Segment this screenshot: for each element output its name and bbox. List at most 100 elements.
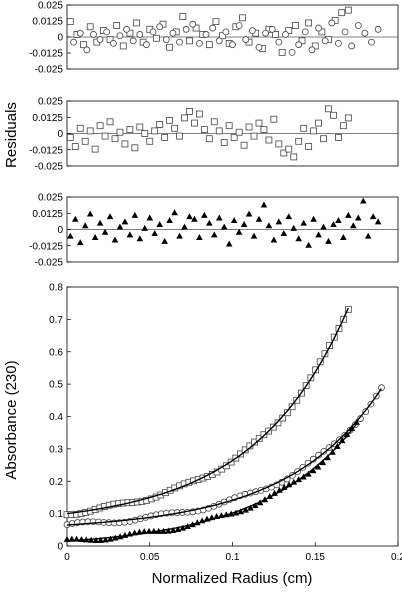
residuals-top-point: [179, 13, 187, 20]
residuals-middle-point: [225, 122, 233, 130]
residuals-middle-point: [295, 137, 303, 145]
residuals-top-point: [70, 38, 78, 46]
residuals-middle-point: [310, 127, 317, 135]
absorbance-triangle-point: [102, 536, 109, 543]
residuals-bottom-point: [275, 218, 283, 225]
residuals-middle-ytick-label: 0.0125: [32, 113, 63, 124]
residuals-bottom-point: [71, 215, 79, 222]
residuals-bottom-point: [265, 222, 273, 229]
residuals-bottom-point: [270, 236, 278, 243]
residuals-bottom-panel: 0.025 0.0125 0 -0.0125 -0.025: [29, 193, 399, 269]
residuals-middle-point: [250, 132, 258, 140]
residuals-bottom-point: [295, 235, 302, 242]
residuals-top-point: [239, 14, 246, 22]
absorbance-triangle-point: [319, 459, 327, 466]
residuals-middle-ytick-label: 0.025: [38, 97, 63, 108]
x-tick-label: 0: [64, 552, 70, 563]
residuals-middle-point: [116, 128, 124, 136]
absorbance-ytick-label: 0.6: [49, 347, 63, 358]
residuals-top-point: [311, 42, 319, 50]
absorbance-triangle-point: [107, 535, 114, 542]
residuals-top-point: [272, 31, 279, 38]
residuals-bottom-point: [300, 219, 307, 226]
residuals-bottom-point: [280, 230, 288, 237]
absorbance-ytick-label: 0.2: [49, 477, 63, 488]
residuals-middle-point: [166, 117, 174, 124]
residuals-top-point: [189, 20, 197, 28]
residuals-top-point: [295, 41, 303, 49]
residuals-top-panel: 0.025 0.0125 0 -0.0125 -0.025: [29, 1, 399, 76]
residuals-top-point: [222, 28, 230, 36]
residuals-top-ytick-label: 0.0125: [32, 17, 63, 28]
residuals-middle-point: [181, 114, 188, 122]
absorbance-triangle-point: [251, 502, 259, 509]
residuals-middle-point: [210, 118, 218, 126]
residuals-top-point: [321, 37, 329, 45]
absorbance-ytick-label: 0: [57, 542, 63, 553]
absorbance-square-fit-line: [66, 307, 349, 515]
absorbance-square-point: [312, 366, 319, 374]
residuals-top-point: [219, 32, 226, 40]
residuals-top-point: [152, 34, 160, 42]
residuals-bottom-point: [151, 230, 159, 237]
residuals-top-point: [335, 40, 342, 47]
absorbance-circle-point: [357, 415, 364, 422]
residuals-bottom-point: [96, 219, 104, 226]
residuals-middle-point: [106, 118, 114, 126]
residuals-middle-point: [151, 127, 159, 135]
residuals-top-point: [192, 24, 200, 32]
residuals-bottom-point: [111, 236, 119, 243]
residuals-bottom-point: [176, 232, 183, 239]
residuals-top-point: [123, 25, 130, 33]
residuals-middle-point: [96, 122, 104, 130]
residuals-middle-point: [171, 124, 178, 132]
residuals-top-point: [126, 29, 134, 37]
absorbance-axis-title: Absorbance (230): [3, 360, 20, 479]
residuals-bottom-point: [335, 217, 342, 224]
residuals-bottom-point: [181, 223, 188, 230]
residuals-middle-point: [300, 124, 308, 132]
residuals-bottom-point: [156, 221, 163, 227]
residuals-top-point: [282, 31, 289, 38]
residuals-middle-point: [280, 149, 288, 157]
residuals-middle-point: [240, 141, 248, 149]
residuals-top-point: [288, 48, 296, 56]
absorbance-triangle-point: [247, 504, 254, 511]
residuals-top-point: [169, 29, 177, 37]
residuals-middle-point: [86, 127, 94, 135]
residuals-top-point: [268, 25, 276, 33]
residuals-middle-point: [270, 115, 278, 123]
residuals-top-point: [354, 22, 362, 29]
residuals-bottom-point: [215, 214, 223, 221]
residuals-bottom-point: [325, 237, 332, 244]
residuals-middle-point: [131, 144, 139, 152]
residuals-middle-point: [146, 137, 154, 145]
residuals-bottom-point: [76, 239, 84, 246]
residuals-top-point: [328, 19, 336, 27]
residuals-top-point: [202, 31, 210, 38]
residuals-top-point: [76, 29, 84, 37]
residuals-top-point: [83, 46, 91, 54]
residuals-bottom-point: [166, 217, 173, 224]
absorbance-square-point: [288, 403, 296, 411]
residuals-top-point: [66, 18, 74, 26]
residuals-middle-point: [290, 153, 298, 161]
residuals-bottom-point: [310, 215, 317, 222]
residuals-top-point: [278, 48, 286, 56]
residuals-middle-point: [126, 126, 134, 133]
absorbance-circle-fit-line: [66, 388, 382, 526]
residuals-bottom-point: [285, 213, 293, 220]
residuals-top-point: [348, 42, 356, 50]
residuals-bottom-point: [330, 221, 337, 227]
residuals-top-point: [291, 22, 299, 29]
panels-group: 0.025 0.0125 0 -0.0125 -0.025 0.025 0.0125 0 -0.…: [29, 1, 402, 564]
residuals-top-point: [308, 46, 316, 54]
residuals-middle-panel: 0.025 0.0125 0 -0.0125 -0.025: [29, 97, 399, 173]
residuals-bottom-point: [230, 217, 238, 224]
residuals-middle-point: [141, 130, 149, 137]
residuals-top-point: [285, 27, 293, 35]
residuals-top-point: [106, 36, 114, 43]
residuals-middle-point: [260, 126, 268, 133]
residuals-middle-point: [339, 122, 347, 130]
